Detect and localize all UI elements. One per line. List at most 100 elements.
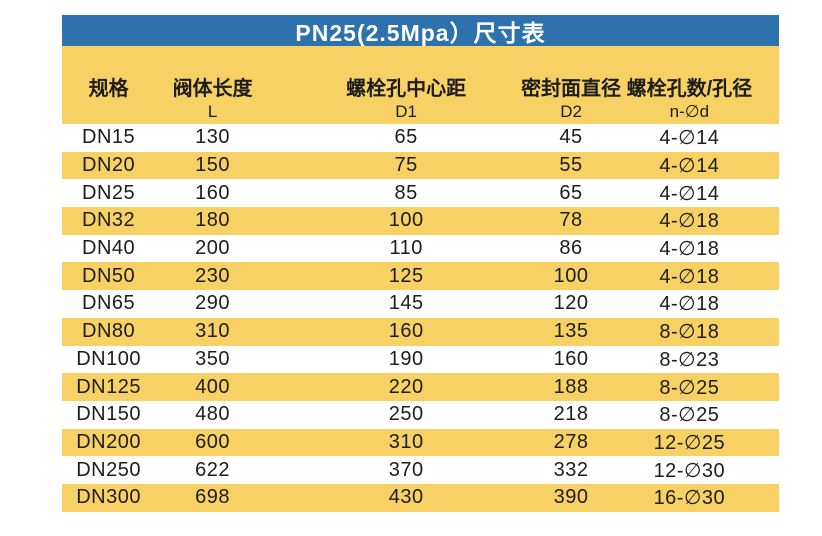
cell: DN150 (76, 403, 141, 426)
table-header: 规格 阀体长度 螺栓孔中心距 密封面直径 螺栓孔数/孔径 L D1 D2 n-∅d (62, 46, 779, 124)
cell: 16-∅30 (653, 487, 726, 510)
cell: 4-∅14 (659, 182, 720, 205)
cell: DN80 (82, 320, 136, 343)
cell: 8-∅25 (659, 376, 720, 399)
cell: 310 (388, 430, 424, 453)
cell: 85 (394, 181, 418, 204)
cell: 130 (195, 126, 230, 149)
cell: DN32 (82, 209, 136, 232)
table-row: DN250 622 370 332 12-∅30 (62, 456, 779, 484)
cell: 120 (553, 292, 589, 315)
cell: DN200 (76, 430, 141, 453)
table-row: DN200 600 310 278 12-∅25 (62, 428, 779, 457)
cell: 390 (553, 486, 589, 509)
cell: 8-∅23 (659, 348, 720, 371)
cell: 150 (195, 154, 230, 177)
cell: 200 (195, 237, 230, 260)
cell: 12-∅30 (653, 459, 726, 482)
cell: 188 (553, 375, 589, 398)
cell: DN20 (82, 154, 136, 177)
cell: 160 (553, 347, 589, 370)
cell: 180 (195, 209, 230, 232)
cell: 190 (388, 347, 424, 370)
cell: 65 (394, 126, 418, 149)
column-header-0: 规格 (88, 77, 129, 100)
cell: DN15 (82, 126, 136, 149)
cell: 55 (559, 154, 583, 177)
cell: 100 (388, 209, 424, 232)
table-title-bar: PN25(2.5Mpa）尺寸表 (62, 15, 779, 46)
table-title: PN25(2.5Mpa）尺寸表 (295, 19, 546, 46)
cell: 400 (195, 375, 230, 398)
cell: 12-∅25 (653, 431, 726, 454)
cell: 218 (553, 403, 589, 426)
column-header-4: 螺栓孔数/孔径 (626, 77, 753, 100)
cell: 45 (559, 126, 583, 149)
cell: 125 (388, 264, 424, 287)
cell: 480 (195, 403, 230, 426)
cell: 370 (388, 458, 424, 481)
column-header-3: 密封面直径 (521, 77, 622, 100)
table-row: DN15 130 65 45 4-∅14 (62, 124, 779, 152)
cell: 4-∅18 (659, 210, 720, 233)
cell: 4-∅14 (659, 127, 720, 150)
cell: DN100 (76, 347, 141, 370)
cell: 278 (553, 430, 589, 453)
table-row: DN40 200 110 86 4-∅18 (62, 234, 779, 263)
column-subheader-2: D1 (395, 101, 418, 121)
cell: 160 (195, 181, 230, 204)
column-subheader-4: n-∅d (669, 101, 710, 121)
dimension-table: PN25(2.5Mpa）尺寸表 规格 阀体长度 螺栓孔中心距 密封面直径 螺栓孔数/孔径… (62, 15, 779, 512)
cell: 110 (389, 237, 423, 260)
cell: 250 (388, 403, 424, 426)
cell: 8-∅18 (659, 321, 720, 344)
table-row: DN125 400 220 188 8-∅25 (62, 373, 779, 401)
table-row: DN80 310 160 135 8-∅18 (62, 317, 779, 346)
table-row: DN25 160 85 65 4-∅14 (62, 179, 779, 208)
cell: DN40 (82, 237, 136, 260)
cell: 4-∅18 (659, 293, 720, 316)
cell: 310 (195, 320, 230, 343)
table-row: DN300 698 430 390 16-∅30 (62, 483, 779, 512)
cell: 65 (559, 181, 583, 204)
cell: 145 (388, 292, 424, 315)
cell: 78 (559, 209, 583, 232)
cell: 622 (195, 458, 230, 481)
cell: 8-∅25 (659, 404, 720, 427)
column-subheader-0 (62, 99, 155, 124)
cell: 4-∅18 (659, 238, 720, 261)
cell: DN125 (76, 375, 141, 398)
column-header-2: 螺栓孔中心距 (346, 77, 467, 100)
cell: 698 (195, 486, 230, 509)
cell: 230 (195, 264, 230, 287)
table-row: DN50 230 125 100 4-∅18 (62, 262, 779, 291)
cell: 350 (195, 347, 230, 370)
table-row: DN20 150 75 55 4-∅14 (62, 151, 779, 180)
header-subs-line: L D1 D2 n-∅d (62, 99, 779, 124)
cell: 220 (388, 375, 424, 398)
cell: DN25 (82, 181, 136, 204)
cell: DN250 (76, 458, 141, 481)
cell: DN300 (76, 486, 141, 509)
cell: 332 (553, 458, 589, 481)
cell: 290 (195, 292, 230, 315)
cell: DN65 (82, 292, 136, 315)
cell: DN50 (82, 264, 136, 287)
cell: 4-∅14 (659, 155, 720, 178)
table-row: DN150 480 250 218 8-∅25 (62, 400, 779, 429)
column-subheader-3: D2 (560, 101, 582, 121)
cell: 4-∅18 (659, 265, 720, 288)
cell: 86 (559, 237, 583, 260)
header-names-line: 规格 阀体长度 螺栓孔中心距 密封面直径 螺栓孔数/孔径 (62, 73, 779, 100)
cell: 600 (195, 430, 230, 453)
table-row: DN65 290 145 120 4-∅18 (62, 290, 779, 318)
cell: 100 (553, 264, 589, 287)
cell: 135 (553, 320, 589, 343)
table-body: DN15 130 65 45 4-∅14 DN20 150 75 55 4-∅14 DN25 160 8… (62, 124, 779, 512)
column-header-1: 阀体长度 (172, 77, 253, 100)
column-subheader-1: L (207, 101, 218, 121)
cell: 430 (388, 486, 424, 509)
cell: 160 (388, 320, 424, 343)
table-row: DN100 350 190 160 8-∅23 (62, 345, 779, 374)
